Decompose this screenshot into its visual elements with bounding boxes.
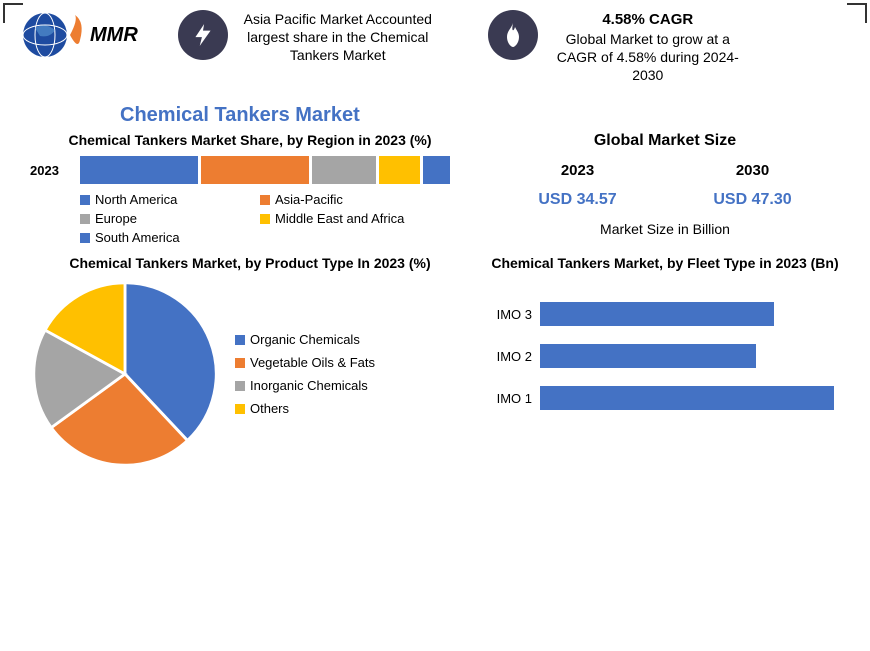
pie-wrap: Organic Chemicals Vegetable Oils & Fats In… [30,279,470,469]
stacked-segment [198,156,309,184]
fleet-bar-row: IMO 3 [490,302,840,326]
legend-label: Middle East and Africa [275,211,404,226]
pie-chart-title: Chemical Tankers Market, by Product Type… [30,255,470,271]
legend-item: Europe [80,211,240,226]
fleet-bar-label: IMO 1 [490,391,540,406]
logo: MMR [20,10,138,60]
legend-item: Vegetable Oils & Fats [235,355,375,370]
pie-chart-section: Chemical Tankers Market, by Product Type… [30,255,470,469]
legend-label: South America [95,230,180,245]
fleet-bar-fill [540,302,774,326]
logo-text: MMR [90,24,138,47]
ms-year-0: 2023 [561,162,594,179]
region-legend: North America Asia-Pacific Europe Middle Ea… [30,192,470,245]
legend-swatch [235,381,245,391]
legend-item: Others [235,401,375,416]
fleet-bar-track [540,344,840,368]
ms-year-1: 2030 [736,162,769,179]
info-text-asia: Asia Pacific Market Accounted largest sh… [238,10,438,65]
corner-decoration-tr [847,3,867,23]
legend-swatch [80,195,90,205]
legend-swatch [260,214,270,224]
legend-label: Organic Chemicals [250,332,360,347]
globe-icon [20,10,70,60]
stacked-segment [376,156,420,184]
fleet-bar-track [540,386,840,410]
fleet-bar-track [540,302,840,326]
cagr-title: 4.58% CAGR [548,10,748,30]
info-text-cagr: 4.58% CAGR Global Market to grow at a CA… [548,10,748,84]
market-size-values: USD 34.57 USD 47.30 [490,191,840,209]
fleet-chart-title: Chemical Tankers Market, by Fleet Type i… [490,255,840,271]
bolt-icon [178,10,228,60]
region-chart-title: Chemical Tankers Market Share, by Region… [30,132,470,148]
stacked-segment [309,156,376,184]
legend-label: Europe [95,211,137,226]
pie-legend: Organic Chemicals Vegetable Oils & Fats In… [235,332,375,416]
legend-swatch [235,358,245,368]
fleet-bar-row: IMO 2 [490,344,840,368]
info-block-asia: Asia Pacific Market Accounted largest sh… [178,10,438,65]
market-size-block: Global Market Size 2023 2030 USD 34.57 U… [490,132,840,245]
legend-item: Asia-Pacific [260,192,420,207]
content-row: Chemical Tankers Market Share, by Region… [0,132,870,245]
pie-chart [30,279,220,469]
corner-decoration-tl [3,3,23,23]
legend-swatch [235,335,245,345]
legend-swatch [260,195,270,205]
legend-item: North America [80,192,240,207]
fleet-bar-fill [540,386,834,410]
legend-label: Vegetable Oils & Fats [250,355,375,370]
legend-label: Inorganic Chemicals [250,378,368,393]
stacked-bar [80,156,450,184]
flame-icon [488,10,538,60]
legend-label: Others [250,401,289,416]
ms-val-1: USD 47.30 [713,191,791,209]
header-row: MMR Asia Pacific Market Accounted larges… [0,0,870,94]
stacked-bar-ylabel: 2023 [30,163,70,178]
ms-val-0: USD 34.57 [538,191,616,209]
legend-item: Organic Chemicals [235,332,375,347]
legend-item: South America [80,230,240,245]
legend-label: Asia-Pacific [275,192,343,207]
legend-item: Inorganic Chemicals [235,378,375,393]
fleet-bar-label: IMO 2 [490,349,540,364]
legend-label: North America [95,192,177,207]
region-chart: Chemical Tankers Market Share, by Region… [30,132,470,245]
info-block-cagr: 4.58% CAGR Global Market to grow at a CA… [488,10,748,84]
legend-swatch [80,214,90,224]
fleet-bar-row: IMO 1 [490,386,840,410]
market-size-title: Global Market Size [490,132,840,150]
market-size-unit: Market Size in Billion [490,221,840,237]
stacked-bar-container: 2023 [30,156,470,184]
legend-item: Middle East and Africa [260,211,420,226]
bottom-row: Chemical Tankers Market, by Product Type… [0,245,870,469]
legend-swatch [235,404,245,414]
main-title: Chemical Tankers Market [0,94,870,132]
fleet-bar-chart: IMO 3 IMO 2 IMO 1 [490,279,840,433]
market-size-years: 2023 2030 [490,162,840,179]
stacked-segment [420,156,450,184]
fleet-bar-label: IMO 3 [490,307,540,322]
cagr-desc: Global Market to grow at a CAGR of 4.58%… [548,30,748,85]
legend-swatch [80,233,90,243]
fleet-chart-section: Chemical Tankers Market, by Fleet Type i… [490,255,840,469]
fleet-bar-fill [540,344,756,368]
stacked-segment [80,156,198,184]
